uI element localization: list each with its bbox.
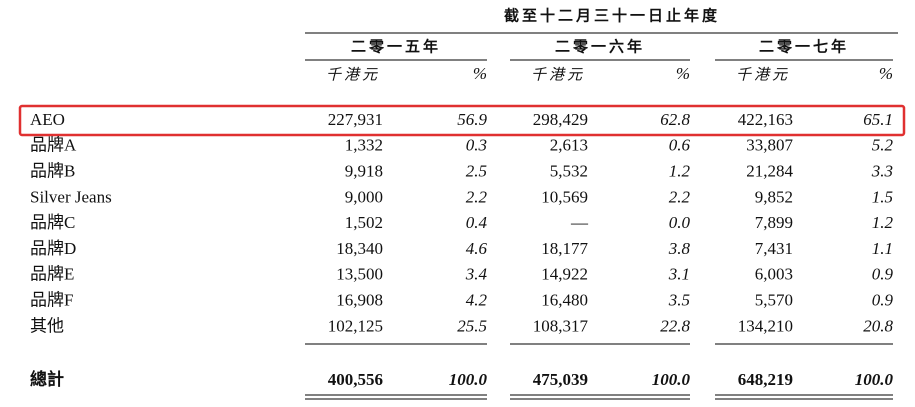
row-label: 總計 (30, 369, 64, 389)
pct-cell: 2.2 (669, 187, 691, 206)
pct-cell: 0.4 (466, 213, 488, 232)
pct-cell: 3.1 (668, 265, 690, 284)
pct-cell: 2.5 (466, 162, 487, 181)
amount-cell: 6,003 (755, 265, 793, 284)
amount-cell: 9,000 (345, 187, 383, 206)
row-label: Silver Jeans (30, 187, 112, 206)
pct-cell: 3.4 (465, 265, 488, 284)
pct-cell: 4.2 (466, 291, 488, 310)
pct-cell: 22.8 (660, 316, 690, 335)
pct-cell: 3.5 (668, 291, 690, 310)
amount-cell: 1,502 (345, 213, 383, 232)
amount-cell: 16,908 (336, 291, 383, 310)
pct-cell: 0.9 (872, 291, 894, 310)
pct-cell: 1.5 (872, 187, 893, 206)
amount-cell: 298,429 (533, 110, 588, 129)
pct-cell: 0.6 (669, 136, 691, 155)
row-label: 品牌C (30, 213, 75, 232)
unit-header: 千港元 (326, 66, 380, 84)
amount-cell: 33,807 (746, 136, 793, 155)
pct-cell: 2.2 (466, 187, 488, 206)
row-label: 其他 (30, 316, 64, 335)
pct-cell: 1.2 (669, 162, 691, 181)
amount-cell: 422,163 (738, 110, 793, 129)
row-label: 品牌A (30, 136, 77, 155)
pct-header: % (473, 64, 487, 83)
amount-cell: 10,569 (541, 187, 588, 206)
amount-cell: 5,532 (550, 162, 588, 181)
amount-cell: 7,431 (755, 239, 793, 258)
pct-cell: 56.9 (457, 110, 487, 129)
amount-cell: 475,039 (533, 370, 588, 389)
amount-cell: 108,317 (533, 316, 589, 335)
pct-header: % (879, 64, 893, 83)
amount-cell: 21,284 (746, 162, 793, 181)
amount-cell: 16,480 (541, 291, 588, 310)
pct-cell: 20.8 (863, 316, 893, 335)
pct-cell: 1.2 (872, 213, 894, 232)
year-header: 二零一六年 (555, 38, 645, 56)
amount-cell: 102,125 (328, 316, 383, 335)
amount-cell: 9,852 (755, 187, 793, 206)
amount-cell: 2,613 (550, 136, 588, 155)
pct-cell: 100.0 (855, 370, 894, 389)
amount-cell: 1,332 (345, 136, 383, 155)
pct-cell: 5.2 (872, 136, 894, 155)
pct-cell: 100.0 (449, 370, 488, 389)
amount-cell: 648,219 (738, 370, 793, 389)
pct-cell: 0.0 (669, 213, 691, 232)
unit-header: 千港元 (531, 66, 585, 84)
amount-cell: 18,177 (541, 239, 588, 258)
amount-cell: 400,556 (328, 370, 383, 389)
row-label: 品牌B (30, 162, 75, 181)
pct-cell: 0.9 (872, 265, 894, 284)
amount-cell: 5,570 (755, 291, 793, 310)
amount-cell: 134,210 (738, 316, 793, 335)
amount-cell: 14,922 (541, 265, 588, 284)
year-header: 二零一七年 (759, 38, 849, 56)
pct-cell: 0.3 (466, 136, 487, 155)
pct-cell: 3.8 (668, 239, 691, 258)
amount-cell: 18,340 (336, 239, 383, 258)
pct-cell: 62.8 (660, 110, 690, 129)
amount-cell: 7,899 (755, 213, 793, 232)
row-label: AEO (30, 110, 65, 129)
pct-cell: 3.3 (871, 162, 893, 181)
row-label: 品牌E (30, 265, 74, 284)
pct-cell: 4.6 (466, 239, 488, 258)
pct-cell: 1.1 (872, 239, 893, 258)
amount-cell: 9,918 (345, 162, 383, 181)
amount-cell: 13,500 (336, 265, 383, 284)
pct-cell: 100.0 (652, 370, 691, 389)
row-label: 品牌D (30, 239, 76, 258)
row-label: 品牌F (30, 291, 73, 310)
table-title: 截至十二月三十一日止年度 (504, 7, 720, 25)
amount-cell: 227,931 (328, 110, 383, 129)
pct-cell: 65.1 (863, 110, 893, 129)
unit-header: 千港元 (736, 66, 790, 84)
pct-header: % (676, 64, 690, 83)
highlight-box (18, 104, 906, 137)
pct-cell: 25.5 (457, 316, 487, 335)
year-header: 二零一五年 (351, 38, 441, 56)
amount-cell: — (570, 213, 589, 232)
